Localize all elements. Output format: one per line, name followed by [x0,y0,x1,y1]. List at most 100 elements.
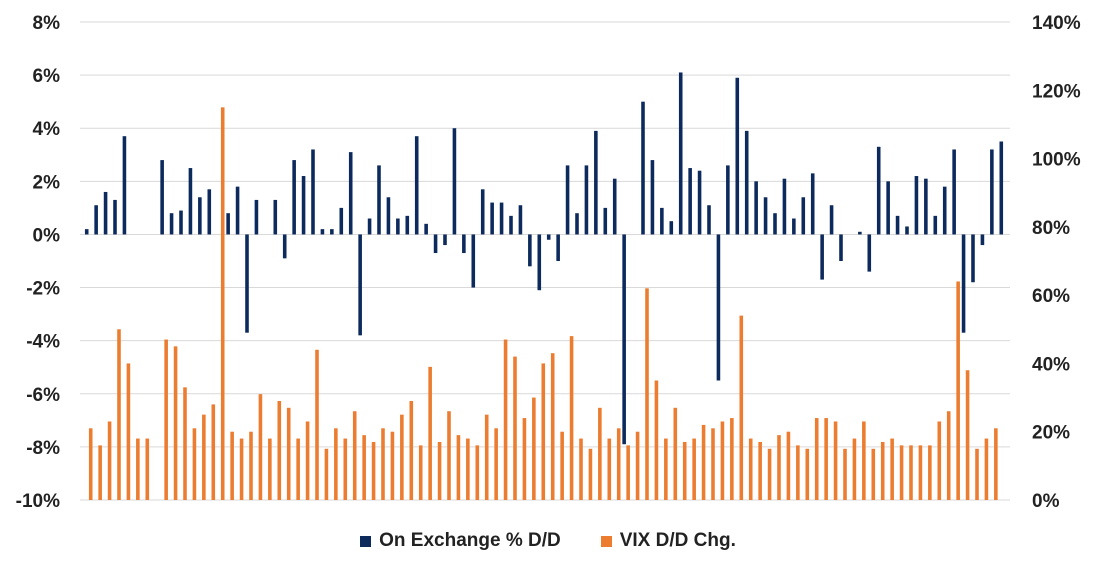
bar-on-exchange [462,234,466,254]
bar-vix [249,431,253,500]
bar-vix [550,353,555,500]
bar-on-exchange [914,176,919,235]
bar-vix [117,329,121,500]
bar-vix [145,438,150,500]
bar-vix [560,431,564,500]
y-left-tick-label: 4% [33,119,61,140]
legend-label-vix: VIX D/D Chg. [619,530,736,551]
legend-item-on-exchange: On Exchange % D/D [360,530,561,552]
bar-on-exchange [377,165,381,235]
bar-on-exchange [424,223,428,235]
bar-vix [682,441,687,500]
bar-vix [173,346,178,500]
bar-on-exchange [301,176,306,235]
bar-on-exchange [905,226,909,235]
bar-on-exchange [669,221,674,235]
bar-on-exchange [744,130,749,235]
bar-on-exchange [952,149,956,235]
bar-vix [503,339,508,500]
bar-vix [635,431,640,500]
bar-vix [899,445,904,500]
bar-vix [98,445,102,500]
bar-on-exchange [367,218,372,235]
y-left-tick-label: -4% [26,332,60,353]
bar-on-exchange [443,234,447,246]
bar-vix [456,435,461,500]
legend-swatch-vix [600,535,612,547]
bar-on-exchange [254,199,259,235]
bar-on-exchange [575,213,579,235]
y-left-tick-label: -2% [26,279,60,300]
bar-on-exchange [103,191,108,235]
y-left-tick-label: -10% [16,491,60,512]
bar-vix [371,441,376,500]
bar-on-exchange [565,165,570,235]
bar-vix [880,441,885,500]
bar-vix [626,445,630,500]
bar-vix [588,448,593,500]
bar-on-exchange [886,181,890,235]
bar-on-exchange [348,152,353,235]
bar-on-exchange [763,197,768,235]
bar-vix [720,421,725,500]
bar-on-exchange [405,215,410,235]
y-right-tick-label: 120% [1032,81,1081,102]
y-right-tick-label: 0% [1032,491,1060,512]
bar-on-exchange [358,234,362,336]
bar-vix [192,428,197,500]
bar-vix [994,428,998,500]
bar-on-exchange [641,101,645,235]
bar-vix [286,407,291,500]
bar-vix [277,400,282,500]
bar-vix [315,349,319,500]
bar-vix [513,356,517,500]
bar-vix [645,288,649,500]
bar-vix [862,421,866,500]
bar-on-exchange [612,178,617,235]
y-right-tick-label: 40% [1032,354,1070,375]
bar-on-exchange [198,197,202,235]
bar-on-exchange [546,234,551,240]
bar-vix [786,431,791,500]
bar-vix [324,448,329,500]
bar-on-exchange [169,213,174,235]
bar-on-exchange [622,234,626,445]
bar-vix [843,448,847,500]
bar-on-exchange [556,234,560,261]
y-left-tick-label: 6% [33,66,61,87]
bar-vix [522,418,527,500]
bar-on-exchange [678,72,683,235]
bar-vix [437,441,442,500]
bar-vix [362,435,366,500]
bar-on-exchange [84,229,89,235]
bar-vix [777,435,781,500]
bar-on-exchange [160,160,164,235]
bar-vix [579,438,583,500]
bar-vix [805,448,810,500]
bar-vix [767,448,772,500]
bar-vix [88,428,93,500]
bar-vix [239,438,244,500]
y-left-tick-label: -8% [26,438,60,459]
bar-vix [824,418,828,500]
bar-on-exchange [594,130,598,235]
bar-vix [381,428,385,500]
bar-vix [748,438,753,500]
bar-vix [569,336,574,500]
bar-vix [211,404,216,500]
bar-on-exchange [330,229,334,235]
bar-on-exchange [414,136,419,235]
bar-vix [296,438,300,500]
bar-on-exchange [113,199,117,235]
bar-on-exchange [207,189,212,235]
bar-on-exchange [188,168,193,235]
bar-on-exchange [311,149,315,235]
bar-vix [409,400,414,500]
bar-on-exchange [942,186,947,235]
bar-vix [833,421,838,500]
y-left-tick-label: 0% [33,225,61,246]
bar-on-exchange [235,186,240,235]
bar-vix [598,407,602,500]
bar-vix [390,431,395,500]
bar-on-exchange [528,234,532,267]
